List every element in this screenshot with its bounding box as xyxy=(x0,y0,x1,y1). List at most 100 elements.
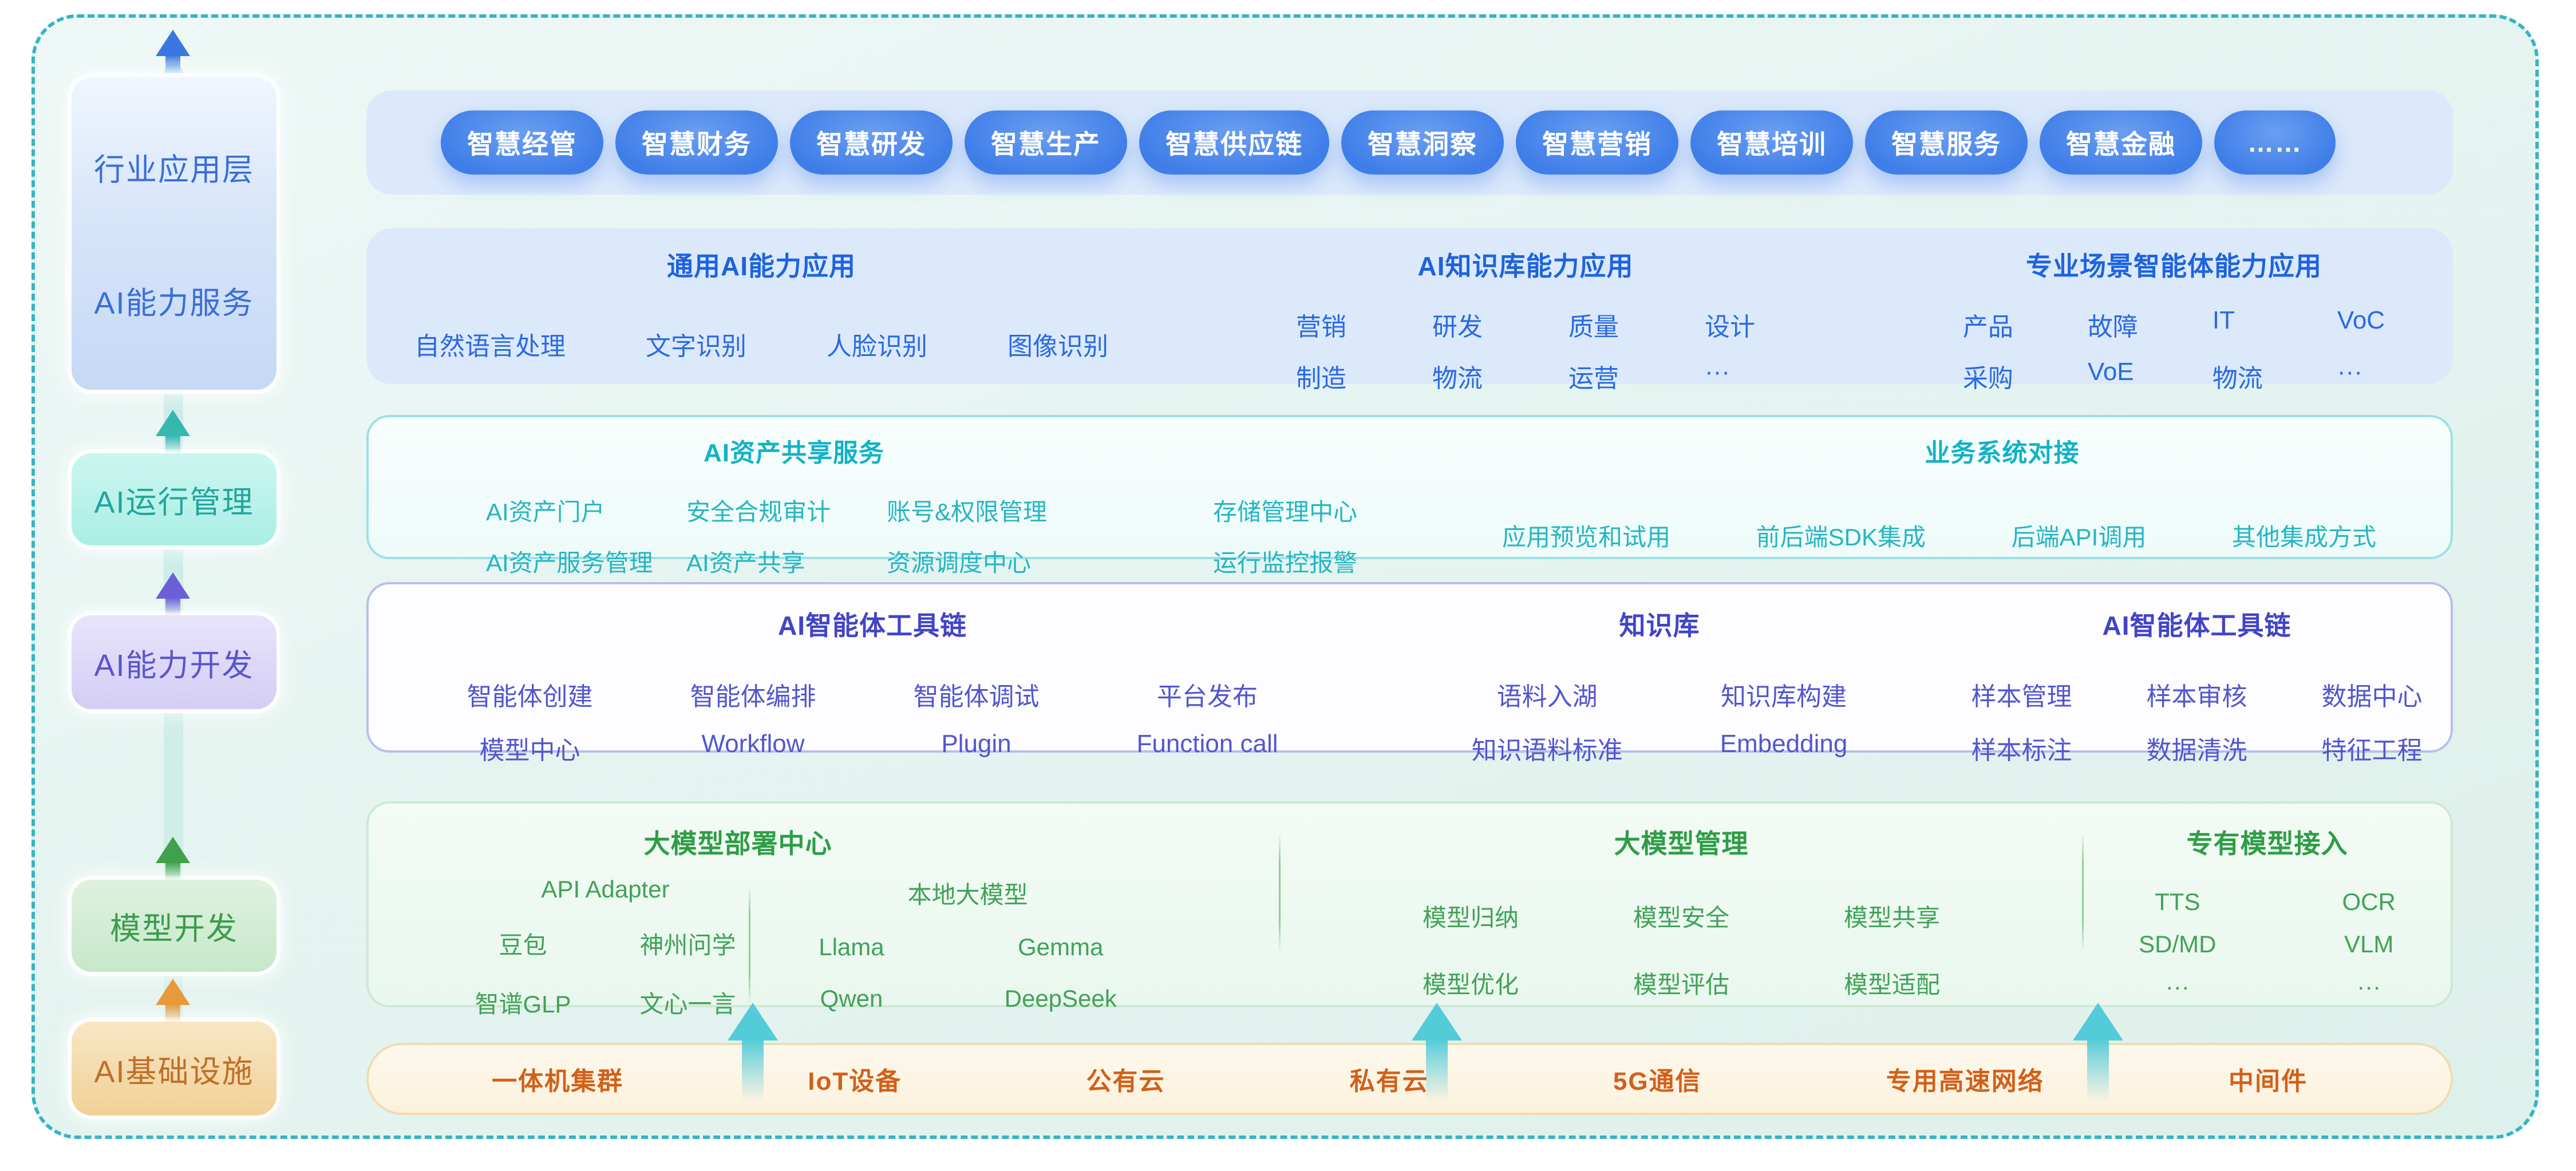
layer-box-ai-infrastructure: AI基础设施 xyxy=(68,1018,280,1119)
item: 应用预览和试用 xyxy=(1502,524,1671,551)
item: 智能体创建 xyxy=(467,683,593,711)
business-integration-group: 业务系统对接 应用预览和试用 前后端SDK集成 后端API调用 其他集成方式 xyxy=(1416,417,2451,557)
proprietary-models-group: 专有模型接入 TTS OCR SD/MD VLM ··· ··· xyxy=(2084,823,2451,1005)
item: 资源调度中心 xyxy=(887,549,1032,576)
item: 智能体编排 xyxy=(690,683,816,711)
item: 文心一言 xyxy=(639,991,736,1018)
agent-toolchain-left-group: AI智能体工具链 智能体创建 智能体编排 智能体调试 平台发布 模型中心 Wor… xyxy=(369,584,1376,765)
group-title: 通用AI能力应用 xyxy=(667,251,856,281)
divider xyxy=(1279,832,1281,952)
infra-item: IoT设备 xyxy=(808,1067,902,1095)
group-items: 自然语言处理 文字识别 人脸识别 图像识别 xyxy=(414,326,1108,362)
item: 模型评估 xyxy=(1633,971,1729,998)
layer-label: AI基础设施 xyxy=(94,1054,254,1089)
app-pill: 智慧营销 xyxy=(1516,110,1678,175)
item: 语料入湖 xyxy=(1496,683,1598,711)
item: 神州问学 xyxy=(639,932,736,959)
agent-toolchain-right-group: AI智能体工具链 样本管理 样本审核 数据中心 样本标注 数据清洗 特征工程 xyxy=(1943,584,2451,765)
item: 模型优化 xyxy=(1422,971,1519,998)
item: AI资产共享 xyxy=(686,549,805,576)
item: 样本管理 xyxy=(1971,683,2072,711)
item: 故障 xyxy=(2087,313,2138,341)
item: 模型适配 xyxy=(1844,971,1941,998)
item: TTS xyxy=(2155,888,2200,915)
item: 自然语言处理 xyxy=(414,333,566,361)
model-layer-panel: 大模型部署中心 API Adapter 豆包 神州问学 智谱GLP 文心一言 本… xyxy=(366,801,2453,1018)
item: Llama xyxy=(819,933,884,960)
group-items: 营销 研发 质量 设计 制造 物流 运营 ··· xyxy=(1296,306,1755,394)
item: 图像识别 xyxy=(1008,333,1108,361)
infra-item: 一体机集群 xyxy=(492,1067,623,1095)
item: 知识库构建 xyxy=(1720,683,1847,711)
app-pill: 智慧财务 xyxy=(615,110,778,175)
item: 模型归纳 xyxy=(1422,904,1519,931)
app-pill: 智慧生产 xyxy=(965,110,1127,175)
app-pill-more: …… xyxy=(2214,110,2336,175)
item: 后端API调用 xyxy=(2011,524,2147,551)
infra-item: 中间件 xyxy=(2229,1067,2308,1095)
infra-item: 公有云 xyxy=(1086,1067,1165,1095)
knowledge-base-group: 知识库 语料入湖 知识库构建 知识语料标准 Embedding xyxy=(1376,584,1943,765)
app-pill: 智慧服务 xyxy=(1865,110,2028,175)
divider xyxy=(748,885,750,1005)
app-pill: 智慧供应链 xyxy=(1139,110,1329,175)
item: 运营 xyxy=(1568,365,1619,393)
group-title: AI知识库能力应用 xyxy=(1417,251,1634,281)
layer-box-ai-development: AI能力开发 xyxy=(68,611,280,713)
infrastructure-bar: 一体机集群 IoT设备 公有云 私有云 5G通信 专用高速网络 中间件 xyxy=(366,1043,2453,1115)
item: 前后端SDK集成 xyxy=(1756,524,1926,551)
item: 数据清洗 xyxy=(2146,737,2247,765)
item: Plugin xyxy=(941,730,1012,758)
item: 制造 xyxy=(1296,365,1346,393)
layer-label: AI能力服务 xyxy=(94,286,254,321)
item: 文字识别 xyxy=(646,333,746,361)
item: 研发 xyxy=(1432,313,1483,341)
item: 特征工程 xyxy=(2321,737,2423,765)
infra-item: 5G通信 xyxy=(1613,1067,1702,1095)
group-items: TTS OCR SD/MD VLM ··· ··· xyxy=(2139,888,2396,1000)
item: VoC xyxy=(2337,306,2385,334)
item: 产品 xyxy=(1962,313,2013,341)
item: 平台发布 xyxy=(1156,683,1258,711)
group-items: 产品 故障 IT VoC 采购 VoE 物流 ··· xyxy=(1963,306,2385,394)
item: 其他集成方式 xyxy=(2231,524,2376,551)
item: 存储管理中心 xyxy=(1213,499,1358,525)
api-adapter-subgroup: API Adapter 豆包 神州问学 智谱GLP 文心一言 xyxy=(463,876,749,1020)
group-items: 智能体创建 智能体编排 智能体调试 平台发布 模型中心 Workflow Plu… xyxy=(467,676,1278,766)
layer-box-model-development: 模型开发 xyxy=(68,876,280,976)
item: Function call xyxy=(1136,730,1278,758)
group-items: 样本管理 样本审核 数据中心 样本标注 数据清洗 特征工程 xyxy=(1971,676,2423,766)
item: IT xyxy=(2212,306,2235,334)
group-title: 大模型部署中心 xyxy=(643,829,832,859)
item: AI资产服务管理 xyxy=(486,549,653,576)
item: 采购 xyxy=(1962,365,2013,393)
item: 物流 xyxy=(1432,365,1483,393)
item: 样本审核 xyxy=(2146,683,2247,711)
app-pill: 智慧经管 xyxy=(441,110,603,175)
item: 数据中心 xyxy=(2321,683,2423,711)
item: 智谱GLP xyxy=(475,991,571,1018)
group-items: 语料入湖 知识库构建 知识语料标准 Embedding xyxy=(1472,676,1848,766)
item: OCR xyxy=(2342,888,2396,915)
item: ··· xyxy=(2337,358,2362,386)
infra-item: 专用高速网络 xyxy=(1886,1067,2044,1095)
group-title: AI智能体工具链 xyxy=(2102,611,2291,640)
group-title: 知识库 xyxy=(1619,611,1700,640)
item: 设计 xyxy=(1705,313,1755,341)
item: VoE xyxy=(2087,358,2134,386)
app-pill: 智慧洞察 xyxy=(1341,110,1504,175)
item: ··· xyxy=(1705,358,1730,386)
layer-label: 模型开发 xyxy=(110,912,238,946)
item: Qwen xyxy=(820,985,883,1012)
layer-label: AI能力开发 xyxy=(94,648,254,683)
app-pill: 智慧研发 xyxy=(790,110,953,175)
item: 豆包 xyxy=(499,932,547,959)
layer-label: AI运行管理 xyxy=(94,485,254,520)
divider xyxy=(2082,832,2084,952)
item: 运行监控报警 xyxy=(1213,549,1358,576)
item: AI资产门户 xyxy=(486,499,605,525)
scene-agent-apps-group: 专业场景智能体能力应用 产品 故障 IT VoC 采购 VoE 物流 ··· xyxy=(1895,228,2453,393)
smart-apps-panel: 智慧经管 智慧财务 智慧研发 智慧生产 智慧供应链 智慧洞察 智慧营销 智慧培训… xyxy=(366,90,2453,195)
item: DeepSeek xyxy=(1004,985,1117,1012)
